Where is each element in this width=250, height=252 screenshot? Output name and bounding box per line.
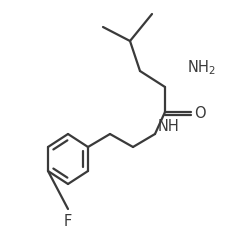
Text: NH: NH	[157, 118, 179, 134]
Text: O: O	[193, 105, 205, 120]
Text: NH$_2$: NH$_2$	[186, 58, 215, 77]
Text: F: F	[64, 213, 72, 228]
